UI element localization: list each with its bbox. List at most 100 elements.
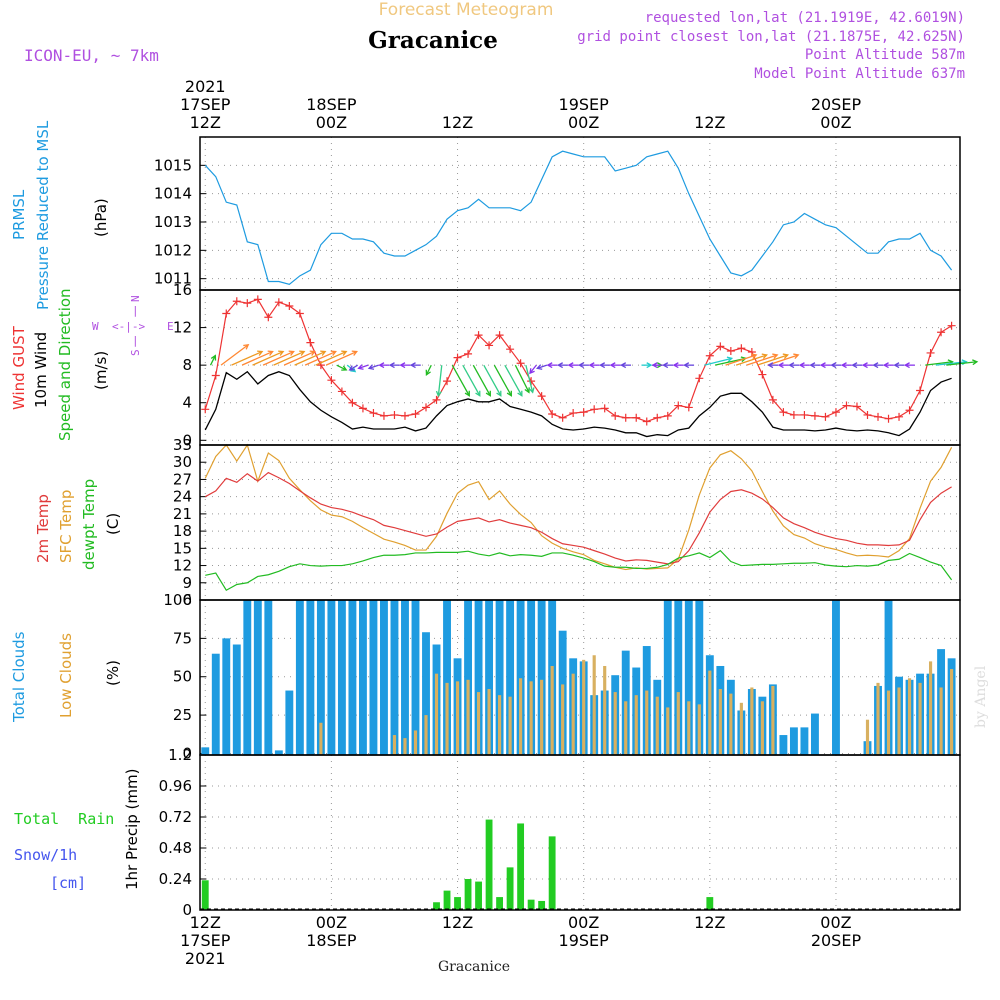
wind-labels: Wind GUST 10m Wind Speed and Direction (… [10, 288, 174, 441]
wind-direction-arrowhead [777, 362, 784, 369]
top-time-label: 12Z [694, 113, 725, 132]
rain-bar [538, 900, 546, 910]
low-clouds-bar [624, 701, 628, 755]
precip-tick-label: 0.96 [159, 777, 192, 795]
bottom-time-label: 12Z [694, 913, 725, 932]
gust-point-marker [495, 331, 504, 340]
total-clouds-bar [201, 747, 210, 755]
wind-direction-arrowhead [672, 362, 679, 369]
forecast-title: Forecast Meteogram [379, 0, 554, 20]
gust-point-marker [516, 359, 525, 368]
rain-bar [475, 881, 482, 910]
temp-labels: 2m Temp SFC Temp dewpt Temp (C) [34, 479, 122, 570]
gust-point-marker [611, 411, 620, 420]
total-clouds-bar [348, 600, 357, 755]
bottom-time-label: 00Z [568, 913, 599, 932]
temp-tick-label: 33 [173, 436, 192, 454]
total-clouds-bar [306, 600, 315, 755]
gust-point-marker [295, 309, 304, 318]
precip-tick-label: 1.2 [168, 746, 192, 764]
wind-direction-arrowhead [782, 353, 790, 360]
compass-s: S [129, 349, 142, 356]
low-clouds-bar [718, 689, 722, 755]
wind-direction-arrowhead [651, 362, 658, 369]
low-clouds-bar [865, 719, 870, 755]
gust-point-marker [621, 413, 630, 422]
compass-w: W [92, 320, 99, 333]
gust-point-marker [506, 345, 515, 354]
gust-point-marker [453, 353, 462, 362]
gust-point-marker [926, 348, 935, 357]
low-clouds-bar [750, 687, 754, 755]
wind-direction-arrowhead [840, 362, 847, 369]
credit: by Angel [973, 665, 989, 728]
gust-point-marker [411, 410, 420, 418]
gust-point-marker [947, 321, 956, 330]
pressure-tick-label: 1011 [154, 270, 192, 288]
low-clouds-bar [907, 678, 912, 755]
low-clouds-bar [434, 673, 439, 755]
wind-direction-arrow [304, 350, 336, 366]
gust-point-marker [789, 410, 798, 419]
low-clouds-bar [508, 696, 512, 755]
gust-point-marker [306, 338, 315, 347]
temp-tick-label: 30 [173, 453, 192, 471]
low-clouds-bar [771, 685, 775, 755]
gust-point-marker [821, 412, 830, 421]
gust-point-marker [348, 398, 357, 407]
wind-direction-arrowhead [475, 390, 481, 397]
gust-point-marker [443, 377, 452, 386]
clouds-tick-label: 25 [173, 706, 192, 724]
wind-direction-arrowhead [556, 362, 564, 369]
gust-point-marker [937, 328, 946, 337]
total-clouds-bar [411, 600, 420, 755]
footer-location: Gracanice [438, 959, 510, 975]
total-clouds-bar [779, 735, 788, 755]
gust-point-marker [895, 412, 904, 421]
pressure-tick-label: 1013 [154, 213, 192, 231]
wind-direction-arrowhead [620, 362, 627, 369]
precip-tick-label: 0.72 [159, 808, 192, 826]
low-clouds-bar [466, 679, 470, 755]
bottom-time-label: 12Z [190, 913, 221, 932]
bottom-time-label: 2021 [185, 949, 226, 968]
wind-direction-arrowhead [517, 390, 523, 397]
low-clouds-bar [876, 682, 880, 755]
wind-direction-arrowhead [577, 362, 585, 369]
wind-direction-arrow [315, 350, 347, 366]
gust-point-marker [705, 351, 714, 360]
wind-direction-arrow [472, 364, 491, 397]
temp-tick-label: 12 [173, 557, 192, 575]
total-clouds-bar [390, 600, 399, 755]
total-clouds-bar [422, 632, 430, 755]
wind-direction-arrowhead [788, 362, 795, 369]
wind-direction-arrowhead [341, 365, 348, 371]
low-clouds-bar [613, 692, 617, 755]
total-clouds-bar [264, 600, 273, 755]
total-clouds-bar [327, 600, 336, 755]
wind-direction-arrowhead [599, 362, 606, 369]
wind-direction-arrowhead [588, 362, 595, 369]
top-time-label: 12Z [442, 113, 473, 132]
top-time-label: 00Z [316, 113, 347, 132]
rain-bar [548, 836, 556, 910]
gust-point-marker [653, 413, 662, 422]
gust-point-marker [684, 403, 693, 412]
rain-bar [527, 899, 535, 910]
wind-direction-arrowhead [388, 362, 395, 369]
pressure-tick-label: 1012 [154, 241, 192, 259]
temp-unit: (C) [104, 513, 122, 535]
gust-point-marker [779, 408, 788, 417]
wind-direction-arrowhead [903, 362, 910, 369]
wind-direction-arrow [462, 364, 481, 397]
wind-direction-arrow [735, 354, 767, 366]
pressure-labels: PRMSL Pressure Reduced to MSL (hPa) [10, 120, 110, 310]
pressure-label-msl: Pressure Reduced to MSL [34, 120, 52, 310]
gust-point-marker [884, 414, 893, 423]
wind-direction-arrow [946, 361, 978, 366]
wind-direction-arrow [220, 344, 249, 366]
wind-direction-arrowhead [528, 387, 535, 394]
low-clouds-bar [550, 665, 554, 755]
wind-direction-arrowhead [257, 350, 264, 356]
